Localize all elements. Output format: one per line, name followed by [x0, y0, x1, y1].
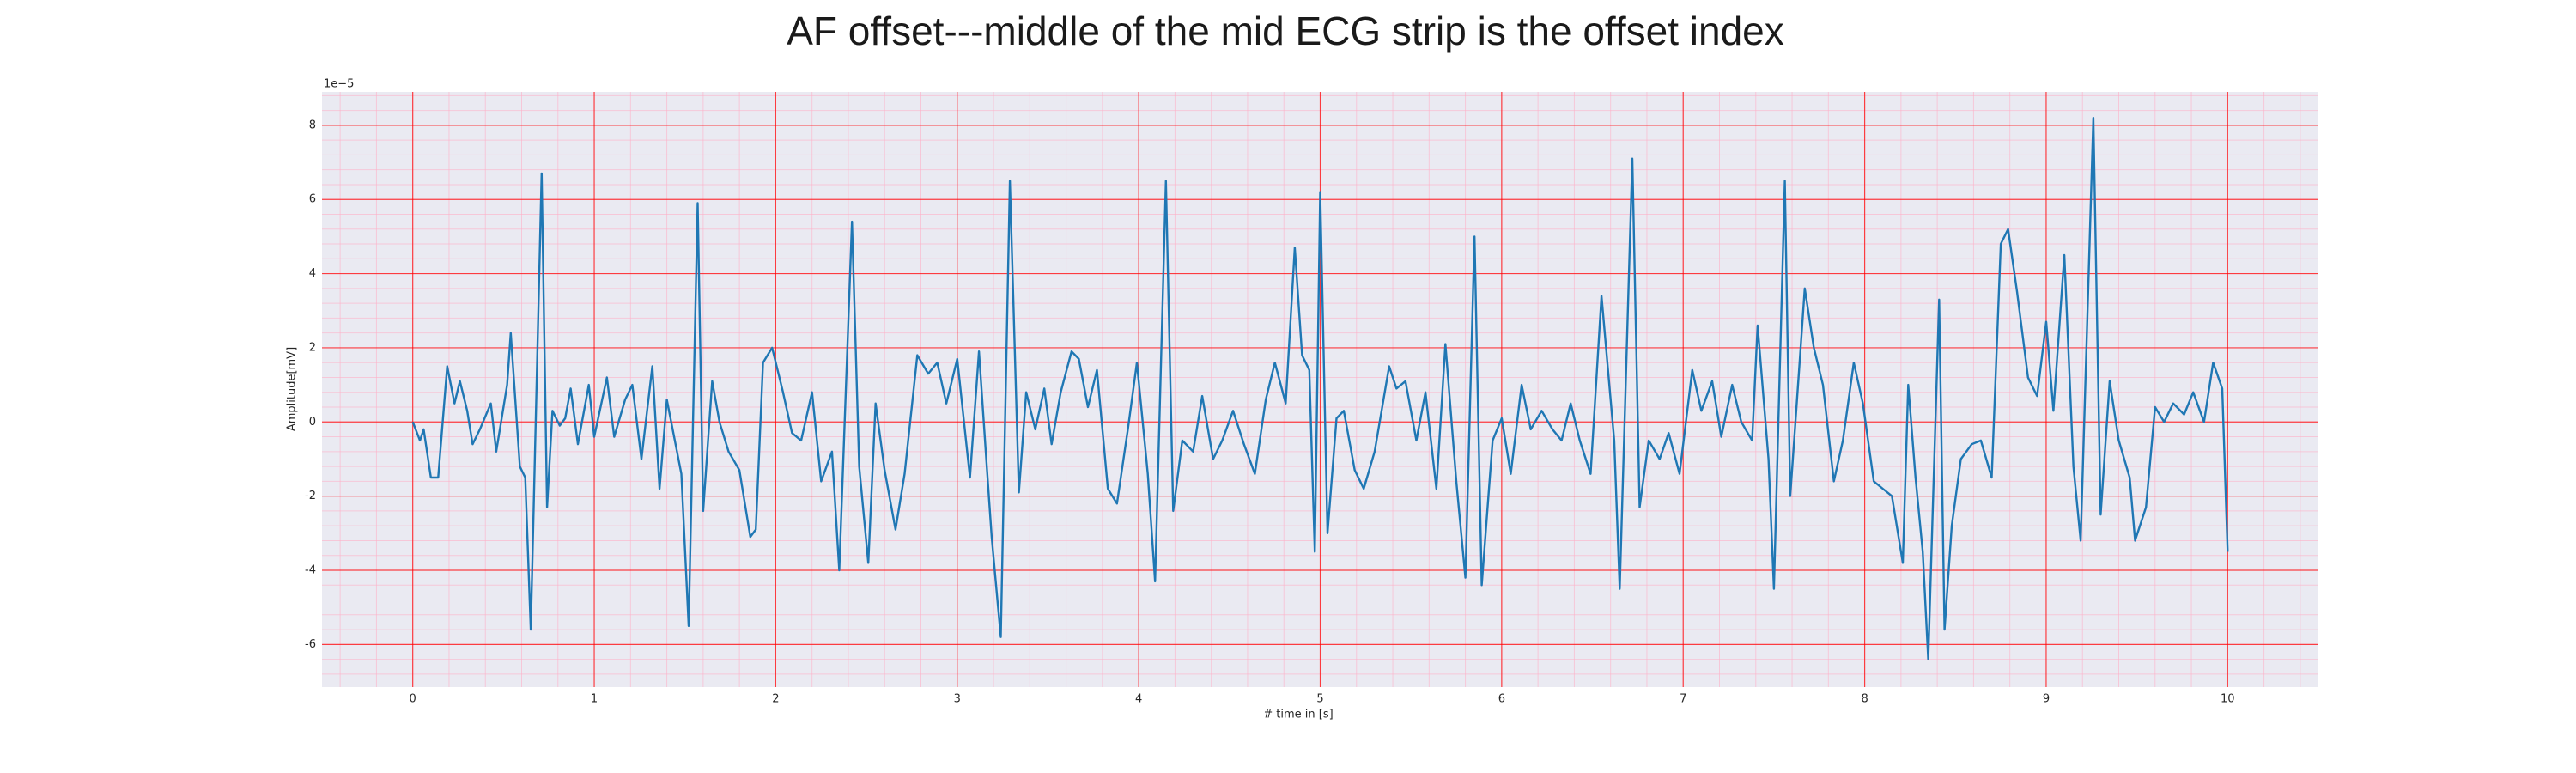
- x-tick-label: 9: [2043, 693, 2050, 706]
- y-tick-label: -2: [305, 490, 316, 502]
- y-tick-label: -6: [305, 638, 316, 651]
- y-axis-label: Amplitude[mV]: [286, 347, 299, 431]
- x-tick-label: 0: [410, 693, 416, 706]
- x-tick-label: 7: [1680, 693, 1686, 706]
- ecg-line: [411, 117, 2229, 660]
- y-tick-label: 2: [309, 341, 316, 354]
- y-tick-label: -4: [305, 563, 316, 576]
- x-tick-label: 8: [1861, 693, 1868, 706]
- y-tick-label: 6: [309, 193, 316, 206]
- x-tick-label: 6: [1498, 693, 1505, 706]
- chart-title: AF offset---middle of the mid ECG strip …: [787, 9, 1784, 53]
- y-tick-label: 0: [309, 416, 316, 429]
- x-tick-label: 1: [591, 693, 598, 706]
- y-tick-label: 4: [309, 267, 316, 280]
- plot-area: [322, 92, 2318, 687]
- y-tick-label: 8: [309, 119, 316, 131]
- offset-label: 1e−5: [324, 78, 354, 91]
- x-tick-label: 5: [1316, 693, 1323, 706]
- x-tick-label: 10: [2221, 693, 2235, 706]
- x-axis-label: # time in [s]: [1263, 709, 1333, 721]
- x-tick-label: 3: [954, 693, 961, 706]
- x-tick-label: 4: [1135, 693, 1142, 706]
- x-tick-label: 2: [772, 693, 779, 706]
